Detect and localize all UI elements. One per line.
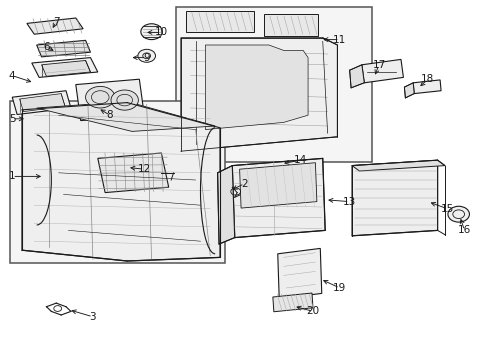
Text: 13: 13 (342, 197, 356, 207)
Polygon shape (264, 14, 317, 36)
FancyBboxPatch shape (10, 101, 224, 263)
Polygon shape (361, 59, 403, 83)
Polygon shape (404, 83, 413, 98)
Polygon shape (205, 45, 307, 130)
Text: 7: 7 (53, 17, 60, 27)
Polygon shape (32, 58, 98, 77)
Text: 15: 15 (440, 204, 453, 214)
Circle shape (111, 90, 138, 110)
Text: 1: 1 (9, 171, 16, 181)
Text: 12: 12 (137, 164, 151, 174)
Polygon shape (22, 103, 220, 261)
FancyBboxPatch shape (176, 7, 371, 162)
Polygon shape (351, 160, 437, 236)
Polygon shape (272, 293, 312, 312)
Circle shape (141, 24, 162, 40)
Circle shape (447, 206, 468, 222)
Circle shape (138, 49, 155, 62)
Text: 14: 14 (293, 155, 307, 165)
Polygon shape (349, 65, 364, 88)
Text: 16: 16 (457, 225, 470, 235)
Text: 19: 19 (332, 283, 346, 293)
Polygon shape (37, 102, 215, 131)
Polygon shape (98, 153, 168, 193)
Text: 10: 10 (155, 27, 167, 37)
Polygon shape (12, 91, 71, 114)
Polygon shape (232, 158, 325, 238)
Polygon shape (277, 248, 321, 299)
Polygon shape (181, 38, 337, 151)
Polygon shape (239, 163, 316, 208)
Polygon shape (76, 79, 144, 121)
Text: 9: 9 (143, 53, 150, 63)
Text: 18: 18 (420, 74, 434, 84)
Text: 5: 5 (9, 114, 16, 124)
Polygon shape (185, 11, 254, 32)
Polygon shape (27, 18, 83, 34)
Text: 3: 3 (89, 312, 96, 322)
Text: 20: 20 (306, 306, 319, 316)
Polygon shape (41, 60, 90, 76)
Polygon shape (37, 40, 90, 57)
Text: 2: 2 (241, 179, 247, 189)
Polygon shape (217, 166, 234, 244)
Text: 17: 17 (371, 60, 385, 70)
Polygon shape (412, 80, 440, 94)
Text: 6: 6 (43, 42, 50, 52)
Polygon shape (351, 160, 444, 171)
Circle shape (85, 86, 115, 108)
Text: 4: 4 (9, 71, 16, 81)
Text: 11: 11 (332, 35, 346, 45)
Text: 8: 8 (106, 110, 113, 120)
Polygon shape (20, 94, 65, 112)
